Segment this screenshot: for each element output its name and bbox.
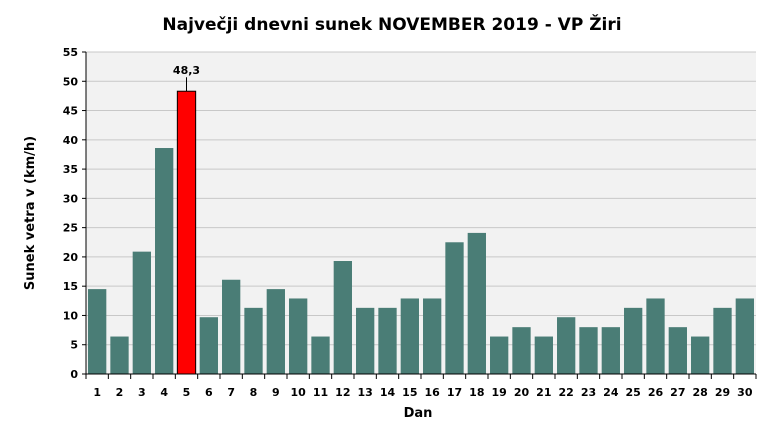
- y-axis-ticks: 0 5 10 15 20 25 30 35 40 45 50 55: [63, 46, 86, 381]
- bar-day-18: [467, 232, 486, 374]
- bar-day-10: [289, 298, 308, 374]
- bar-day-30: [735, 298, 754, 374]
- bar-day-23: [579, 327, 598, 374]
- x-tick-label: 16: [425, 386, 441, 399]
- y-axis-label: Sunek vetra v (km/h): [23, 136, 38, 290]
- bar-day-17: [445, 242, 464, 374]
- bar-day-20: [512, 327, 531, 374]
- bar-day-5: [176, 90, 197, 375]
- x-axis-ticks: 1 2 3 4 5 6 7 8 9 10 11 12 13 14 15 16 17 18 19 20 21 22 23 24 2…: [85, 374, 757, 399]
- bar-day-27: [668, 327, 687, 374]
- y-tick-label: 40: [63, 134, 79, 147]
- bar-day-15: [400, 298, 419, 374]
- bar-day-16: [423, 298, 442, 374]
- x-tick-label: 13: [358, 386, 373, 399]
- x-tick-label: 18: [469, 386, 484, 399]
- x-tick-label: 3: [138, 386, 146, 399]
- bar-day-4: [155, 148, 174, 374]
- bar-day-2: [110, 336, 129, 374]
- y-tick-label: 45: [63, 105, 78, 118]
- bar-day-9: [266, 289, 285, 374]
- x-tick-label: 14: [380, 386, 396, 399]
- x-tick-label: 25: [626, 386, 641, 399]
- x-tick-label: 28: [693, 386, 708, 399]
- bar-day-29: [713, 307, 732, 374]
- x-tick-label: 17: [447, 386, 462, 399]
- y-tick-label: 25: [63, 222, 78, 235]
- bar-day-11: [311, 336, 330, 374]
- x-tick-label: 8: [250, 386, 258, 399]
- bar-day-25: [624, 307, 643, 374]
- bar-day-13: [356, 307, 375, 374]
- x-tick-label: 7: [227, 386, 235, 399]
- bar-day-26: [646, 298, 665, 374]
- y-tick-label: 0: [70, 368, 78, 381]
- bar-day-7: [222, 279, 241, 374]
- bar-day-6: [199, 317, 218, 374]
- x-tick-label: 1: [93, 386, 101, 399]
- grid-lines: [86, 51, 756, 346]
- bar-day-14: [378, 307, 397, 374]
- bar-day-19: [490, 336, 509, 374]
- x-axis-label: Dan: [404, 406, 433, 421]
- chart-title: Največji dnevni sunek NOVEMBER 2019 - VP…: [162, 13, 621, 35]
- x-tick-label: 20: [514, 386, 530, 399]
- x-tick-label: 12: [335, 386, 350, 399]
- x-tick-label: 19: [492, 386, 507, 399]
- y-tick-label: 50: [63, 75, 79, 88]
- x-tick-label: 4: [160, 386, 168, 399]
- bars: [88, 90, 754, 375]
- bar-day-21: [534, 336, 553, 374]
- x-tick-label: 11: [313, 386, 328, 399]
- y-tick-label: 20: [63, 251, 79, 264]
- x-tick-label: 30: [737, 386, 753, 399]
- data-label-max: 48,3: [173, 64, 200, 77]
- bar-day-1: [88, 289, 107, 374]
- x-tick-label: 22: [559, 386, 574, 399]
- y-tick-label: 30: [63, 192, 79, 205]
- bar-day-24: [601, 327, 620, 374]
- x-tick-label: 21: [536, 386, 551, 399]
- y-tick-label: 15: [63, 280, 78, 293]
- x-tick-label: 26: [648, 386, 664, 399]
- bar-day-3: [132, 251, 151, 374]
- x-tick-label: 9: [272, 386, 280, 399]
- y-tick-label: 55: [63, 46, 78, 59]
- bar-day-12: [333, 261, 352, 374]
- y-tick-label: 35: [63, 163, 78, 176]
- x-tick-label: 29: [715, 386, 730, 399]
- x-tick-label: 24: [603, 386, 619, 399]
- y-tick-label: 5: [70, 339, 78, 352]
- bar-day-22: [557, 317, 576, 374]
- bar-day-8: [244, 307, 263, 374]
- x-tick-label: 2: [116, 386, 124, 399]
- x-tick-label: 15: [402, 386, 417, 399]
- bar-day-28: [691, 336, 710, 374]
- y-tick-label: 10: [63, 309, 79, 322]
- x-tick-label: 27: [670, 386, 685, 399]
- plot-area: [86, 52, 756, 374]
- x-tick-label: 5: [183, 386, 191, 399]
- x-tick-label: 6: [205, 386, 213, 399]
- annotations: 48,3: [173, 64, 200, 92]
- x-tick-label: 10: [291, 386, 307, 399]
- x-tick-label: 23: [581, 386, 596, 399]
